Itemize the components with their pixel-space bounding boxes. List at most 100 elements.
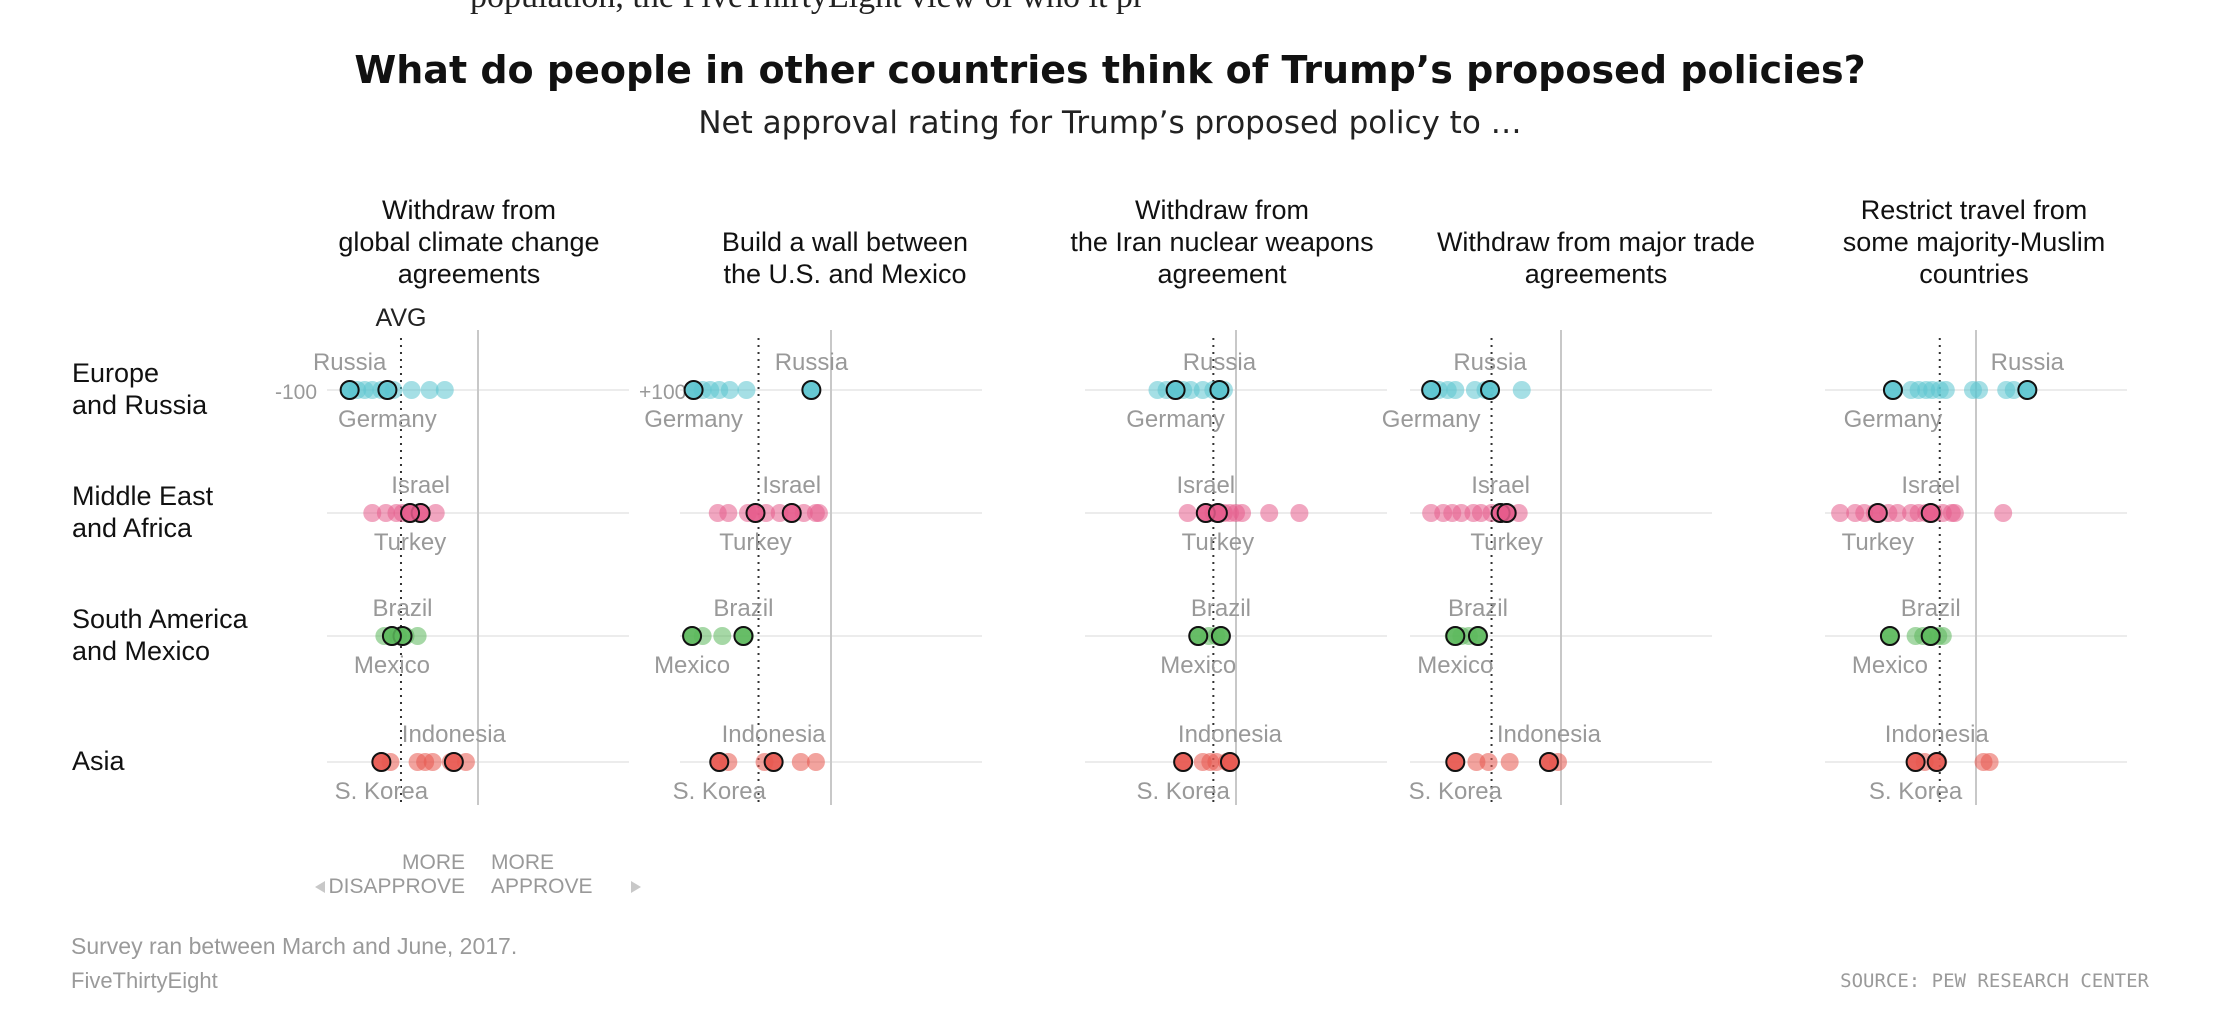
highlighted-country-dot [371, 752, 392, 772]
highlighted-country-dot [1496, 503, 1517, 523]
highlighted-country-dot [1480, 380, 1501, 400]
country-label: Germany [1382, 406, 1481, 433]
country-label: Germany [338, 406, 437, 433]
country-label: Germany [644, 406, 743, 433]
country-dot [1500, 753, 1519, 771]
highlighted-country-dot [1879, 626, 1900, 646]
country-label: Russia [1453, 349, 1527, 376]
highlighted-country-dot [1219, 752, 1240, 772]
arrow-left-icon [315, 881, 325, 893]
country-label: Israel [1176, 472, 1235, 499]
country-label: Turkey [1842, 529, 1914, 556]
highlighted-country-dot [1926, 752, 1947, 772]
highlighted-country-dot [763, 752, 784, 772]
country-dot [1233, 504, 1252, 522]
panel-title: Build a wall between the U.S. and Mexico [722, 227, 968, 289]
country-dot [1290, 504, 1309, 522]
arrow-right-icon [631, 881, 641, 893]
country-label: Turkey [1182, 529, 1254, 556]
truncated-article-text: population, the FiveThirtyEight view of … [470, 0, 1144, 16]
country-dot [806, 753, 825, 771]
country-dot [1479, 753, 1498, 771]
highlighted-country-dot [1207, 503, 1228, 523]
highlighted-country-dot [1209, 380, 1230, 400]
x-tick-label: +100 [639, 381, 686, 404]
country-label: S. Korea [1869, 778, 1963, 805]
country-dot [1994, 504, 2013, 522]
country-label: S. Korea [1136, 778, 1230, 805]
country-label: Germany [1126, 406, 1225, 433]
country-label: Indonesia [1497, 721, 1602, 748]
country-label: S. Korea [1409, 778, 1503, 805]
country-label: Indonesia [1178, 721, 1283, 748]
country-dot [423, 753, 442, 771]
country-dot [363, 504, 382, 522]
country-dot [426, 504, 445, 522]
country-label: Russia [775, 349, 849, 376]
highlighted-country-dot [709, 752, 730, 772]
highlighted-country-dot [1445, 626, 1466, 646]
country-label: Brazil [372, 595, 432, 622]
policy-panel: Russia Germany Israel Turkey Brazil Mexico Ind… [644, 330, 982, 805]
country-label: Russia [1991, 349, 2065, 376]
row-label: Middle East and Africa [72, 481, 214, 543]
highlighted-country-dot [1467, 626, 1488, 646]
panel-title: Restrict travel from some majority-Muslim… [1843, 195, 2106, 289]
legend-approve: MORE APPROVE [491, 851, 593, 898]
x-tick-label: -100 [275, 381, 317, 404]
country-label: Mexico [354, 652, 430, 679]
highlighted-country-dot [733, 626, 754, 646]
panel-title: Withdraw from the Iran nuclear weapons agr… [1070, 195, 1373, 289]
policy-panel: AVG -100 +100 Russia Germany Israel Turkey Braz… [275, 304, 686, 893]
country-label: Indonesia [1885, 721, 1990, 748]
panel-title: Withdraw from global climate change agreem… [338, 195, 599, 289]
panel-title: Withdraw from major trade agreements [1437, 227, 1755, 289]
country-label: Indonesia [722, 721, 827, 748]
highlighted-country-dot [1445, 752, 1466, 772]
row-label: Asia [72, 746, 126, 776]
chart-subtitle: Net approval rating for Trump’s proposed… [698, 105, 1522, 141]
highlighted-country-dot [682, 626, 703, 646]
policy-panel: Russia Germany Israel Turkey Brazil Mexico Ind… [1085, 330, 1387, 805]
country-dot [713, 627, 732, 645]
highlighted-country-dot [1920, 503, 1941, 523]
country-dot [1970, 381, 1989, 399]
country-label: Brazil [1901, 595, 1961, 622]
country-dot [408, 627, 427, 645]
legend-disapprove: MORE DISAPPROVE [328, 851, 465, 898]
highlighted-country-dot [745, 503, 766, 523]
country-label: Turkey [719, 529, 791, 556]
country-label: Mexico [1417, 652, 1493, 679]
country-dot [1178, 504, 1197, 522]
country-dot [2004, 381, 2023, 399]
country-dot [791, 753, 810, 771]
highlighted-country-dot [377, 380, 398, 400]
country-label: Mexico [1160, 652, 1236, 679]
country-dot [809, 504, 828, 522]
country-dot [1260, 504, 1279, 522]
country-dot [435, 381, 454, 399]
policy-panel: Russia Germany Israel Turkey Brazil Mexico Ind… [1825, 330, 2127, 805]
country-label: Israel [762, 472, 821, 499]
highlighted-country-dot [1173, 752, 1194, 772]
country-label: Turkey [1470, 529, 1542, 556]
highlighted-country-dot [400, 503, 421, 523]
country-label: Germany [1844, 406, 1943, 433]
country-dot [737, 381, 756, 399]
country-dot [1936, 381, 1955, 399]
country-label: Mexico [654, 652, 730, 679]
country-label: Brazil [1448, 595, 1508, 622]
country-label: Israel [1901, 472, 1960, 499]
highlighted-country-dot [1165, 380, 1186, 400]
row-label: Europe and Russia [72, 358, 208, 420]
policy-panel: Russia Germany Israel Turkey Brazil Mexico Ind… [1382, 330, 1712, 805]
chart-title: What do people in other countries think … [354, 48, 1866, 92]
country-dot [1512, 381, 1531, 399]
country-dot [402, 381, 421, 399]
highlighted-country-dot [2017, 380, 2038, 400]
source-label: SOURCE: PEW RESEARCH CENTER [1840, 970, 2149, 992]
highlighted-country-dot [381, 626, 402, 646]
highlighted-country-dot [801, 380, 822, 400]
survey-note: Survey ran between March and June, 2017. [71, 933, 518, 959]
